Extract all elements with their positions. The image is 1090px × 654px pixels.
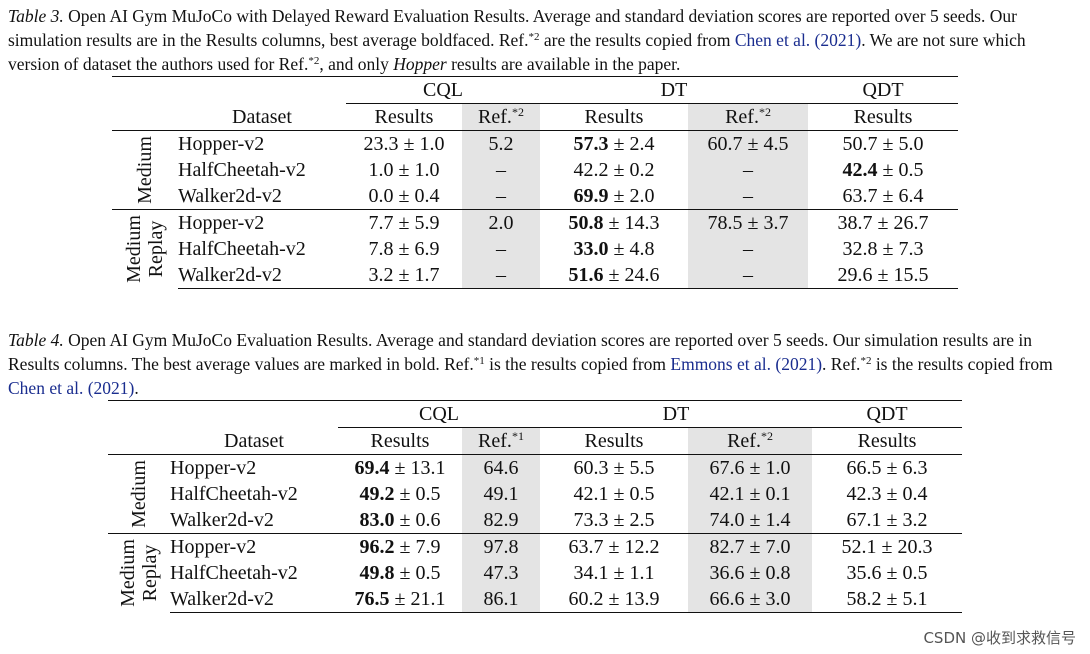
group-header-cql: CQL [346,76,540,104]
citation-link[interactable]: Emmons et al. (2021) [670,354,823,374]
col-header-results: Results [370,430,430,452]
table3-caption: Table 3. Open AI Gym MuJoCo with Delayed… [8,6,1026,74]
group-label-medium-replay: Medium Replay [108,533,170,613]
table3-label: Table 3. [8,6,64,26]
table4-caption: Table 4. Open AI Gym MuJoCo Evaluation R… [8,330,1053,398]
table-row: HalfCheetah-v2 49.8 ± 0.5 47.3 34.1 ± 1.… [170,560,928,586]
group-header-dt: DT [540,400,813,428]
table4: CQL DT QDT Dataset Results Ref.*1 Result… [108,400,963,613]
col-header-results: Results [853,106,913,128]
citation-link[interactable]: Chen et al. (2021) [734,30,862,50]
table4-label: Table 4. [8,330,64,350]
col-header-ref: Ref.*2 [688,103,809,131]
col-header-ref: Ref.*2 [688,427,813,455]
table-row: Walker2d-v2 83.0 ± 0.6 82.9 73.3 ± 2.5 7… [108,507,962,534]
table-row: Medium Hopper-v2 69.4 ± 13.1 64.6 60.3 ±… [108,454,963,534]
table-row: Walker2d-v2 3.2 ± 1.7 – 51.6 ± 24.6 – 29… [112,262,959,289]
group-label-medium: Medium [112,130,178,210]
col-header-ref: Ref.*2 [462,103,540,131]
table3: CQL DT QDT Dataset Results Ref.*2 Result… [112,76,959,289]
table-row: HalfCheetah-v2 49.2 ± 0.5 49.1 42.1 ± 0.… [170,481,928,507]
table-row: HalfCheetah-v2 1.0 ± 1.0 – 42.2 ± 0.2 – … [178,157,924,183]
table-row: Medium Replay Hopper-v2 96.2 ± 7.9 97.8 6… [108,533,963,613]
col-header-results: Results [374,106,434,128]
table-row: HalfCheetah-v2 7.8 ± 6.9 – 33.0 ± 4.8 – … [178,236,924,262]
table-row: Medium Replay Hopper-v2 7.7 ± 5.9 2.0 50.… [112,209,959,289]
group-label-medium-replay: Medium Replay [112,209,178,289]
group-header-dt: DT [540,76,809,104]
group-header-qdt: QDT [812,400,963,428]
col-header-dataset: Dataset [224,429,284,452]
table-row: Medium Hopper-v2 23.3 ± 1.0 5.2 57.3 ± 2… [112,130,959,210]
group-header-cql: CQL [338,400,540,428]
col-header-results: Results [584,430,644,452]
group-label-medium: Medium [108,454,170,534]
col-header-results: Results [584,106,644,128]
table-row: Walker2d-v2 0.0 ± 0.4 – 69.9 ± 2.0 – 63.… [112,183,958,210]
citation-link[interactable]: Chen et al. (2021) [8,378,135,398]
col-header-results: Results [857,430,917,452]
col-header-dataset: Dataset [232,105,292,128]
watermark: CSDN @收到求救信号 [923,629,1076,647]
col-header-ref: Ref.*1 [462,427,540,455]
table-row: Walker2d-v2 76.5 ± 21.1 86.1 60.2 ± 13.9… [108,586,963,613]
group-header-qdt: QDT [808,76,959,104]
